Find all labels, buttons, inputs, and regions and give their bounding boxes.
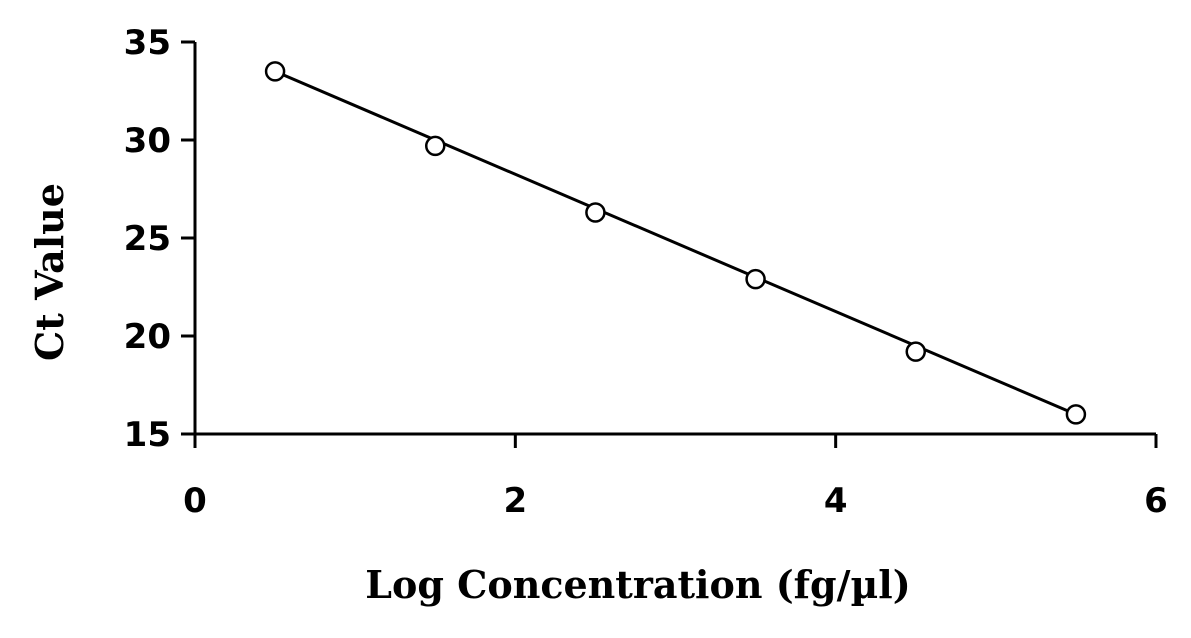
x-tick-label: 4 — [824, 481, 848, 521]
x-tick-label: 0 — [183, 481, 207, 521]
y-tick-label: 15 — [124, 415, 171, 455]
x-axis-title: Log Concentration (fg/µl) — [365, 562, 910, 607]
data-point — [425, 135, 446, 157]
data-point — [745, 268, 766, 290]
ticks-layer: 15 20 25 30 35 0 2 4 6 — [124, 23, 1168, 521]
y-tick-label: 35 — [124, 23, 171, 63]
axes — [193, 42, 1156, 436]
data-point — [264, 61, 286, 82]
trendline — [274, 70, 1077, 416]
y-tick-label: 25 — [124, 219, 171, 259]
data-point — [585, 202, 606, 223]
data-point — [905, 341, 926, 362]
x-tick-label: 6 — [1144, 481, 1168, 521]
data-point — [1065, 404, 1087, 425]
x-tick-label: 2 — [503, 481, 527, 521]
points-layer — [264, 61, 1087, 425]
trendline-layer — [274, 70, 1077, 416]
y-axis-title: Ct Value — [27, 183, 72, 361]
y-tick-label: 20 — [124, 317, 171, 357]
y-tick-label: 30 — [124, 121, 171, 161]
